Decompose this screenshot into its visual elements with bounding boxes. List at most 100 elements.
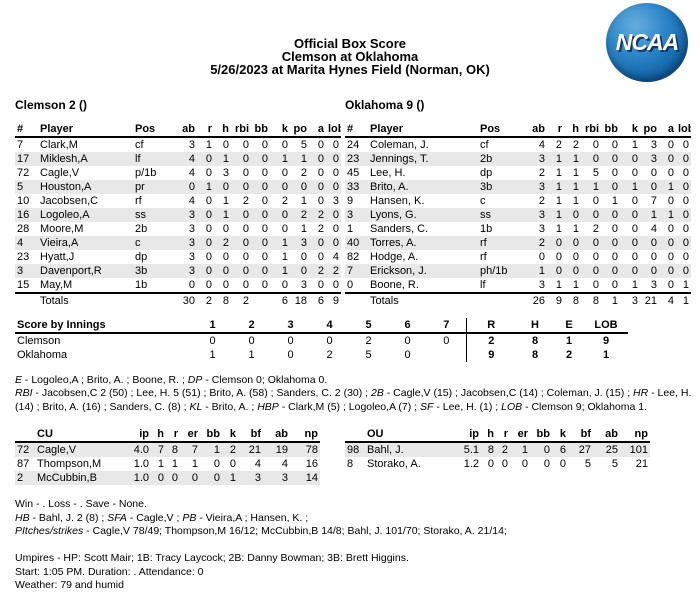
batting-cell: 3: [538, 181, 545, 193]
batting-totals-cell: Totals: [368, 292, 478, 308]
batting-cell: 0: [205, 279, 212, 291]
batting-header-cell: r: [547, 122, 564, 138]
innings-row: Clemson 0 0 0 0 2 0 0 2 8 1 9: [15, 333, 628, 348]
batting-cell: 0: [261, 167, 268, 179]
batting-cell: 0: [332, 209, 339, 221]
pitching-header-cell: bb: [200, 427, 222, 444]
pitching-cell: 0: [171, 472, 178, 485]
footer-notes: Umpires - HP: Scott Mair; 1B: Tracy Layc…: [15, 552, 685, 592]
batting-cell: 0: [205, 195, 212, 207]
innings-cell: 2: [565, 349, 573, 361]
batting-totals-cell: Totals: [38, 292, 133, 308]
away-pitching-column: CU ip h r er bb k bf ab np 72 Cagle,V 4.0 7 8 7 1 2 21 19 78…: [15, 427, 345, 486]
batting-cell: 0: [261, 153, 268, 165]
batting-cell: 0: [205, 209, 212, 221]
batting-cell: 0: [538, 251, 545, 263]
batting-cell: 0: [261, 265, 268, 277]
stat-text: - Clemson 0; Oklahoma 0.: [202, 374, 328, 386]
batting-cell: ph/1b: [480, 265, 508, 277]
batting-cell: 0: [682, 251, 689, 263]
batting-cell: 0: [281, 209, 288, 221]
innings-cell: 8: [531, 335, 539, 347]
batting-row: 23 Jennings, T. 2b 3 1 1 0 0 0 3 0 0: [345, 152, 691, 166]
stat-label: HB: [15, 511, 30, 524]
innings-cell: 8: [531, 349, 539, 361]
stat-label: HBP: [257, 400, 279, 413]
batting-header-cell: Player: [368, 122, 478, 138]
pitching-header-cell: ip: [123, 427, 151, 444]
batting-header-cell: rbi: [231, 122, 251, 138]
pitching-cell: 1.2: [463, 458, 479, 471]
batting-totals-cell: 2: [231, 292, 251, 308]
batting-cell: p/1b: [135, 167, 157, 179]
stat-label: HR: [633, 387, 649, 400]
batting-cell: Sanders, C.: [370, 223, 429, 235]
start-line: Start: 1:05 PM. Duration: . Attendance: …: [15, 565, 204, 578]
batting-cell: 3: [538, 223, 545, 235]
pitching-cell: 4: [281, 458, 288, 471]
batting-header-cell: h: [214, 122, 231, 138]
pitching-header-cell: OU: [365, 427, 453, 444]
batting-cell: 0: [242, 209, 249, 221]
pitching-cell: 2: [501, 444, 508, 457]
batting-cell: 0: [317, 251, 324, 263]
batting-cell: 2: [300, 209, 307, 221]
batting-cell: 0: [347, 279, 354, 291]
batting-cell: 1: [555, 195, 562, 207]
pitching-notes-line: Win - . Loss - . Save - None.: [15, 498, 685, 511]
pitching-cell: 0: [157, 472, 164, 485]
batting-cell: 0: [242, 181, 249, 193]
batting-header-cell: #: [345, 122, 368, 138]
batting-row: 4 Vieira,A c 3 0 2 0 0 1 3 0 0: [15, 236, 341, 250]
batting-cell: 3: [332, 195, 339, 207]
batting-cell: 0: [682, 237, 689, 249]
batting-cell: 0: [631, 251, 638, 263]
batting-cell: 1: [631, 279, 638, 291]
batting-cell: lf: [480, 279, 486, 291]
batting-cell: 1: [555, 223, 562, 235]
batting-cell: 2: [572, 139, 579, 151]
batting-totals-cell: 9: [547, 292, 564, 308]
batting-cell: 5: [592, 167, 599, 179]
batting-cell: 0: [592, 237, 599, 249]
batting-header-row: #PlayerPosabrhrbibbkpoalob: [15, 122, 341, 138]
umpires-line: Umpires - HP: Scott Mair; 1B: Tracy Layc…: [15, 552, 409, 565]
batting-header-cell: bb: [251, 122, 270, 138]
pitching-header-cell: h: [481, 427, 496, 444]
batting-cell: 3: [188, 139, 195, 151]
batting-cell: 0: [242, 139, 249, 151]
notes-line: (14) ; Brito, A. (16) ; Sanders, C. (8) …: [15, 401, 685, 414]
batting-cell: 0: [317, 139, 324, 151]
batting-cell: 0: [667, 139, 674, 151]
pitching-header-cell: k: [552, 427, 568, 444]
batting-cell: Hyatt,J: [40, 251, 75, 263]
batting-cell: 0: [332, 167, 339, 179]
stat-text: - Clemson 9; Oklahoma 1.: [522, 400, 648, 413]
batting-cell: 4: [188, 153, 195, 165]
pitching-cell: 1.0: [133, 458, 149, 471]
batting-cell: cf: [480, 139, 489, 151]
batting-cell: 1: [222, 195, 229, 207]
pitching-cell: 21: [635, 458, 648, 471]
batting-cell: 0: [222, 279, 229, 291]
batting-row: 33 Brito, A. 3b 3 1 1 1 0 1 0 1 0: [345, 180, 691, 194]
batting-cell: 3b: [480, 181, 493, 193]
away-batting-column: Clemson 2 () #PlayerPosabrhrbibbkpoalob7…: [15, 98, 345, 308]
batting-cell: Jacobsen,C: [40, 195, 99, 207]
report-header: Official Box Score Clemson at Oklahoma 5…: [0, 0, 700, 76]
batting-cell: 0: [572, 237, 579, 249]
batting-cell: 0: [667, 265, 674, 277]
pitching-section: CU ip h r er bb k bf ab np 72 Cagle,V 4.0 7 8 7 1 2 21 19 78…: [0, 427, 700, 486]
pitching-cell: 1: [521, 444, 528, 457]
pitching-notes: Win - . Loss - . Save - None. HB - Bahl,…: [15, 498, 685, 538]
batting-cell: 0: [242, 153, 249, 165]
batting-cell: 0: [592, 195, 599, 207]
batting-cell: 4: [188, 167, 195, 179]
batting-cell: 0: [682, 209, 689, 221]
batting-cell: 3: [188, 209, 195, 221]
batting-cell: 0: [261, 139, 268, 151]
batting-totals-cell: 2: [197, 292, 214, 308]
batting-header-cell: a: [309, 122, 326, 138]
batting-cell: 7: [650, 195, 657, 207]
